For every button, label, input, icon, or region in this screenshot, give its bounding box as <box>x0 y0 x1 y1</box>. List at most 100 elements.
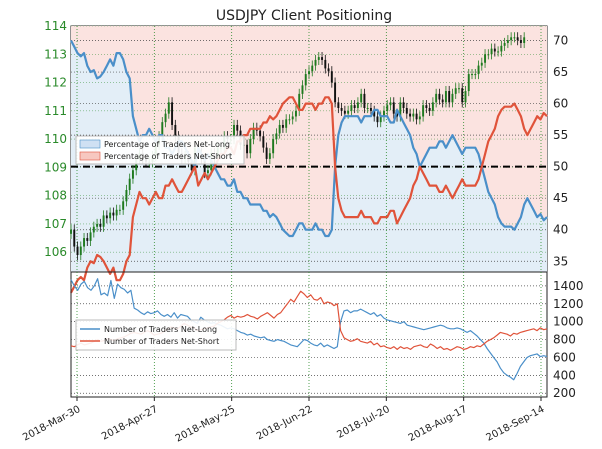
price-candle-body <box>474 74 477 76</box>
price-candle-body <box>471 74 473 76</box>
trader-count-tick-label: 200 <box>553 386 576 400</box>
price-candle-body <box>490 48 493 55</box>
price-candle-body <box>353 105 356 108</box>
price-candle-body <box>350 105 353 111</box>
price-candle-body <box>83 238 86 247</box>
price-candle-body <box>246 144 249 154</box>
legend-label-net-long-count: Number of Traders Net-Long <box>104 325 217 334</box>
price-candle-body <box>519 40 522 43</box>
price-candle-body <box>285 119 288 128</box>
price-candle-body <box>275 133 278 140</box>
price-candle-body <box>311 65 314 72</box>
price-candle-body <box>314 59 317 66</box>
price-candle-body <box>96 223 99 227</box>
price-candle-body <box>76 246 79 256</box>
price-candle-body <box>343 110 346 114</box>
trader-count-axis-ticks: 200 400 600 800 1000 1200 1400 <box>553 279 584 400</box>
price-candle-body <box>190 161 193 171</box>
price-candle-body <box>288 119 291 121</box>
price-candle-body <box>324 59 327 69</box>
date-tick-label: 2018-Apr-27 <box>100 404 160 443</box>
net-long-pct-line <box>70 39 548 238</box>
price-candle-body <box>73 229 76 247</box>
net-long-pct-area <box>71 40 547 272</box>
percent-tick-label: 50 <box>553 160 568 174</box>
price-candle-body <box>461 88 464 103</box>
price-tick-label: 107 <box>44 217 67 231</box>
price-candle-body <box>383 110 385 117</box>
legend-swatch-net-long-pct <box>79 139 101 149</box>
price-candle-body <box>317 57 320 60</box>
price-candle-body <box>259 130 262 137</box>
price-tick-label: 106 <box>44 245 67 259</box>
price-candle-body <box>477 65 480 75</box>
legend-label-net-long-pct: Percentage of Traders Net-Long <box>104 140 230 149</box>
price-candle-body <box>510 37 513 41</box>
price-candle-body <box>112 212 115 216</box>
price-candle-body <box>294 110 297 117</box>
price-candle-body <box>308 71 310 75</box>
price-candle-body <box>435 93 438 103</box>
price-candle-body <box>236 124 239 131</box>
price-candle-body <box>484 54 487 63</box>
price-candle-body <box>278 124 281 134</box>
price-candle-body <box>135 158 138 171</box>
price-candle-body <box>321 57 324 60</box>
price-candle-body <box>340 108 343 111</box>
price-candle-body <box>115 209 118 216</box>
price-candle-body <box>70 229 72 234</box>
price-candle-body <box>109 212 112 219</box>
price-candle-body <box>337 102 340 108</box>
upper-panel: 106 107 108 109 110 111 112 113 114 35 40 45 50 55 60… <box>44 19 568 294</box>
price-candle-body <box>422 105 425 117</box>
price-candle-body <box>301 85 304 94</box>
percent-tick-label: 65 <box>553 65 568 79</box>
price-candle-body <box>79 246 82 256</box>
percent-tick-label: 45 <box>553 191 568 205</box>
price-tick-label: 109 <box>44 160 67 174</box>
trader-count-tick-label: 1200 <box>553 297 584 311</box>
trader-count-tick-label: 400 <box>553 368 576 382</box>
price-candle-body <box>174 124 177 137</box>
price-candle-body <box>431 102 434 111</box>
price-candle-body <box>161 122 164 137</box>
price-candle-body <box>480 62 483 66</box>
price-candle-body <box>451 93 454 103</box>
price-candle-body <box>167 102 170 114</box>
price-candle-body <box>464 91 467 103</box>
chart-title: USDJPY Client Positioning <box>216 8 392 24</box>
price-candle-body <box>206 170 209 174</box>
price-candle-body <box>396 113 398 117</box>
price-candle-body <box>438 93 441 100</box>
legend-swatch-net-short-pct <box>79 151 101 161</box>
price-candle-body <box>405 108 408 114</box>
price-candle-body <box>497 51 500 53</box>
price-candle-body <box>441 99 444 103</box>
price-candle-body <box>99 223 102 227</box>
price-tick-label: 113 <box>44 47 67 61</box>
trader-count-tick-label: 800 <box>553 333 576 347</box>
price-candle-body <box>334 82 337 103</box>
price-candle-body <box>376 116 379 123</box>
percent-tick-label: 55 <box>553 128 568 142</box>
price-candle-body <box>425 105 428 108</box>
upper-legend: Percentage of Traders Net-Long Percentag… <box>75 135 245 165</box>
price-candle-body <box>369 108 372 111</box>
price-tick-label: 108 <box>44 189 67 203</box>
price-candle-body <box>389 102 392 106</box>
price-candle-body <box>86 238 89 241</box>
price-candle-body <box>252 127 255 140</box>
price-candle-body <box>265 147 268 159</box>
date-tick-label: 2018-Jul-20 <box>335 404 391 441</box>
price-candle-body <box>122 201 125 210</box>
price-candle-body <box>386 105 389 111</box>
price-candle-body <box>399 102 402 117</box>
percent-tick-label: 40 <box>553 223 568 237</box>
price-candle-body <box>402 102 405 108</box>
percent-tick-label: 70 <box>553 34 568 48</box>
price-candle-body <box>506 40 509 43</box>
price-candle-body <box>454 88 457 94</box>
date-tick-label: 2018-Mar-30 <box>21 404 82 444</box>
